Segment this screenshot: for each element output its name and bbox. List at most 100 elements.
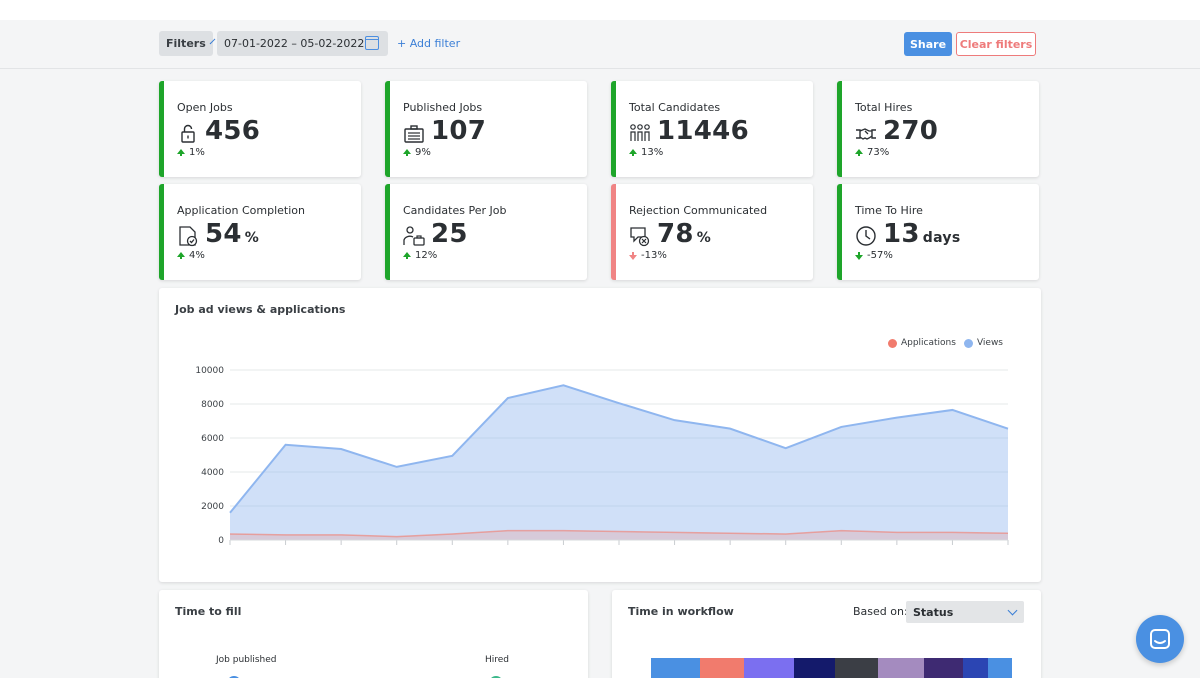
lock-icon (181, 124, 195, 143)
kpi-card-published-jobs: Published Jobs 107 9% (385, 81, 587, 177)
kpi-value: 25 (431, 219, 468, 249)
legend-item-applications[interactable]: Applications (887, 338, 956, 348)
kpi-title: Rejection Communicated (629, 204, 768, 217)
arrow-up-icon (177, 149, 185, 156)
kpi-title: Total Candidates (629, 101, 721, 114)
based-on-select[interactable]: Status (906, 601, 1024, 623)
series-line-applications (229, 529, 1009, 538)
y-tick-label: 2000 (201, 502, 224, 512)
date-range-field[interactable]: 07-01-2022 – 05-02-2022 (217, 31, 388, 56)
kpi-change: 12% (403, 250, 437, 261)
kpi-title: Total Hires (855, 101, 913, 114)
y-tick-label: 0 (218, 536, 224, 546)
candidate-briefcase-icon (403, 226, 425, 246)
kpi-change: -13% (629, 250, 667, 261)
chevron-down-icon (1007, 605, 1018, 616)
filters-dropdown[interactable]: Filters (159, 31, 216, 56)
kpi-card-time-to-hire: Time To Hire 13 days -57% (837, 184, 1039, 280)
kpi-value: 456 (205, 116, 261, 146)
arrow-down-icon (855, 252, 863, 260)
chevron-down-icon (209, 38, 216, 45)
workflow-segment[interactable] (963, 658, 988, 678)
workflow-stacked-bar (651, 658, 1012, 678)
job-published-label: Job published (216, 655, 277, 665)
kpi-card-rejection-communicated: Rejection Communicated 78% -13% (611, 184, 813, 280)
based-on-selected: Status (913, 605, 954, 619)
document-check-icon (179, 226, 198, 247)
job-published-marker (227, 676, 241, 678)
time-to-fill-panel: Time to fill Job published Hired (159, 590, 588, 678)
y-tick-label: 6000 (201, 434, 224, 444)
panel-title: Time to fill (175, 605, 242, 618)
time-in-workflow-panel: Time in workflow Based on: Status (612, 590, 1041, 678)
hired-label: Hired (485, 655, 510, 665)
people-icon (630, 124, 650, 141)
hired-marker (489, 676, 503, 678)
kpi-change: 4% (177, 250, 205, 261)
chart-legend: Applications Views (887, 338, 1003, 348)
workflow-segment[interactable] (924, 658, 963, 678)
workflow-segment[interactable] (651, 658, 700, 678)
clear-filters-button[interactable]: Clear filters (956, 32, 1036, 56)
add-filter-link[interactable]: + Add filter (397, 37, 461, 50)
calendar-icon[interactable] (365, 36, 379, 50)
kpi-card-total-candidates: Total Candidates 11446 13% (611, 81, 813, 177)
arrow-up-icon (855, 149, 863, 156)
based-on-label: Based on: (853, 605, 908, 618)
workflow-segment[interactable] (700, 658, 744, 678)
series-line-views (229, 384, 1009, 514)
kpi-value: 107 (431, 116, 487, 146)
kpi-change: 1% (177, 147, 205, 158)
series-area-views (230, 385, 1008, 540)
workflow-segment[interactable] (878, 658, 924, 678)
workflow-segment[interactable] (835, 658, 878, 678)
kpi-value: 54% (205, 219, 260, 249)
arrow-up-icon (177, 252, 185, 259)
y-tick-label: 8000 (201, 400, 224, 410)
chat-icon (1150, 629, 1170, 649)
legend-item-views[interactable]: Views (963, 338, 1003, 348)
share-button[interactable]: Share (904, 32, 952, 56)
kpi-title: Candidates Per Job (403, 204, 507, 217)
handshake-icon (856, 128, 876, 140)
workflow-segment[interactable] (744, 658, 794, 678)
date-range-value: 07-01-2022 – 05-02-2022 (224, 37, 365, 50)
kpi-title: Time To Hire (855, 204, 923, 217)
workflow-segment[interactable] (988, 658, 1012, 678)
arrow-down-icon (629, 252, 637, 260)
kpi-change: 9% (403, 147, 431, 158)
legend-label: Views (976, 338, 1003, 348)
kpi-card-candidates-per-job: Candidates Per Job 25 12% (385, 184, 587, 280)
clock-icon (856, 226, 876, 246)
kpi-card-open-jobs: Open Jobs 456 1% (159, 81, 361, 177)
chart-plot: 10000 8000 6000 4000 2000 0 (195, 366, 1009, 546)
filter-bar: Filters 07-01-2022 – 05-02-2022 + Add fi… (0, 20, 1200, 69)
kpi-title: Open Jobs (177, 101, 233, 114)
chart-title: Job ad views & applications (175, 303, 346, 316)
legend-dot (963, 338, 973, 348)
kpi-value: 11446 (657, 116, 749, 146)
job-board-icon (404, 125, 424, 143)
kpi-title: Published Jobs (403, 101, 483, 114)
kpi-change: 73% (855, 147, 889, 158)
kpi-change: 13% (629, 147, 663, 158)
arrow-up-icon (403, 149, 411, 156)
y-tick-label: 4000 (201, 468, 224, 478)
legend-dot (887, 338, 897, 348)
dashboard: Filters 07-01-2022 – 05-02-2022 + Add fi… (0, 20, 1200, 678)
arrow-up-icon (629, 149, 637, 156)
kpi-change: -57% (855, 250, 893, 261)
filters-label: Filters (166, 37, 206, 50)
y-tick-label: 10000 (195, 366, 224, 376)
legend-label: Applications (900, 338, 956, 348)
kpi-title: Application Completion (177, 204, 305, 217)
chat-launcher-button[interactable] (1136, 615, 1184, 663)
views-applications-chart: Job ad views & applications Applications… (159, 288, 1041, 582)
workflow-segment[interactable] (794, 658, 835, 678)
kpi-value: 13 days (883, 219, 961, 249)
kpi-card-total-hires: Total Hires 270 73% (837, 81, 1039, 177)
kpi-value: 78% (657, 219, 712, 249)
panel-title: Time in workflow (628, 605, 734, 618)
kpi-value: 270 (883, 116, 939, 146)
message-reject-icon (630, 227, 650, 247)
